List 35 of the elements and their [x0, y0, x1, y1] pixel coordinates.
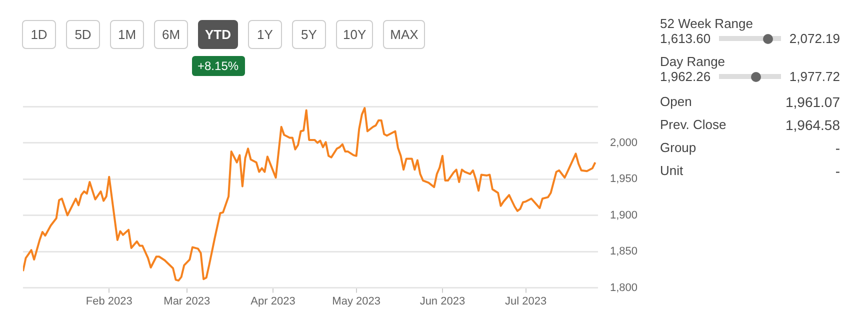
text: 1,964.58	[786, 116, 840, 132]
text: 1,613.60	[660, 31, 711, 46]
y-tick-label: 1,800	[610, 282, 638, 294]
range-button: 10Y	[336, 20, 374, 49]
text: Day Range	[660, 54, 726, 69]
x-tick-label: Jun 2023	[420, 295, 466, 308]
text: 52 Week Range	[660, 16, 754, 31]
text: 2,072.19	[789, 31, 840, 46]
text: -	[835, 162, 840, 178]
range-button: 1M	[110, 20, 144, 49]
text: Open	[660, 94, 692, 109]
x-tick-label: Jul 2023	[504, 295, 547, 308]
range-button: 1D	[22, 20, 56, 49]
text: Unit	[660, 163, 684, 178]
range-button: 5Y	[292, 20, 326, 49]
x-tick-label: Apr 2023	[250, 295, 296, 308]
text: 1,961.07	[786, 94, 840, 110]
text: +8.15%	[192, 56, 245, 76]
text: 1,962.26	[660, 69, 711, 84]
text: 1,977.72	[789, 69, 840, 84]
range-button: YTD	[198, 20, 238, 49]
range-button: 1Y	[248, 20, 282, 49]
range-button: 6M	[154, 20, 188, 49]
y-tick-label: 1,850	[610, 246, 638, 258]
text: Group	[660, 140, 696, 155]
y-tick-label: 2,000	[610, 136, 638, 149]
x-tick-label: Mar 2023	[164, 295, 210, 308]
range-button: MAX	[383, 20, 426, 49]
text: Prev. Close	[660, 117, 726, 132]
y-tick-label: 1,900	[610, 209, 638, 222]
text: -	[835, 140, 840, 156]
range-button: 5D	[66, 20, 100, 49]
x-tick-label: May 2023	[332, 295, 380, 308]
y-tick-label: 1,950	[610, 173, 638, 186]
x-tick-label: Feb 2023	[86, 295, 132, 308]
